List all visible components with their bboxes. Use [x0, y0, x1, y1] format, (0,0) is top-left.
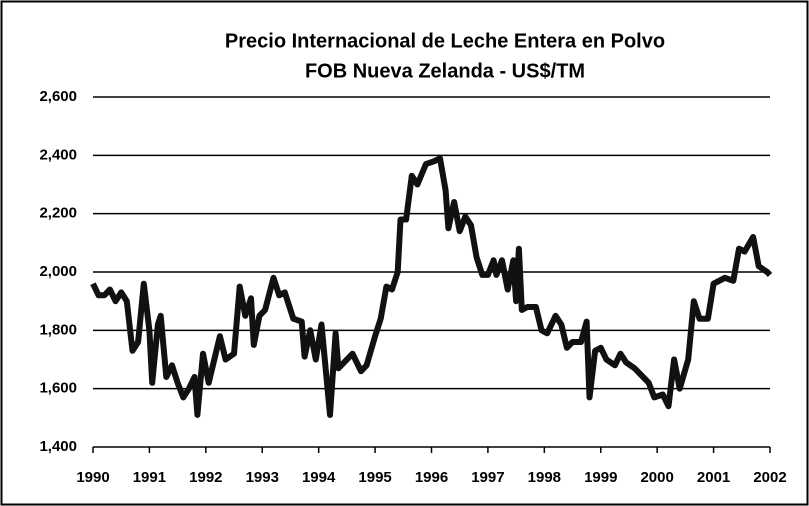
x-tick-label: 2001 — [697, 469, 730, 486]
x-tick-label: 1993 — [246, 469, 279, 486]
y-tick-label: 1,800 — [39, 321, 77, 338]
y-tick-label: 2,000 — [39, 263, 77, 280]
x-tick-label: 1998 — [528, 469, 561, 486]
y-tick-label: 2,200 — [39, 205, 77, 222]
x-tick-label: 2000 — [640, 469, 673, 486]
y-tick-label: 1,600 — [39, 380, 77, 397]
y-tick-label: 2,600 — [39, 88, 77, 105]
x-tick-label: 1999 — [584, 469, 617, 486]
x-tick-label: 1991 — [133, 469, 166, 486]
price-line — [90, 155, 773, 418]
x-tick-label: 1997 — [471, 469, 504, 486]
chart-subtitle: FOB Nueva Zelanda - US$/TM — [305, 60, 585, 82]
x-tick-label: 2002 — [753, 469, 786, 486]
x-tick-label: 1994 — [302, 469, 336, 486]
x-tick-label: 1992 — [189, 469, 222, 486]
y-tick-label: 2,400 — [39, 146, 77, 163]
chart-title: Precio Internacional de Leche Entera en … — [225, 30, 665, 52]
x-tick-label: 1995 — [358, 469, 391, 486]
x-tick-label: 1996 — [415, 469, 448, 486]
y-tick-label: 1,400 — [39, 438, 77, 455]
x-tick-label: 1990 — [76, 469, 109, 486]
